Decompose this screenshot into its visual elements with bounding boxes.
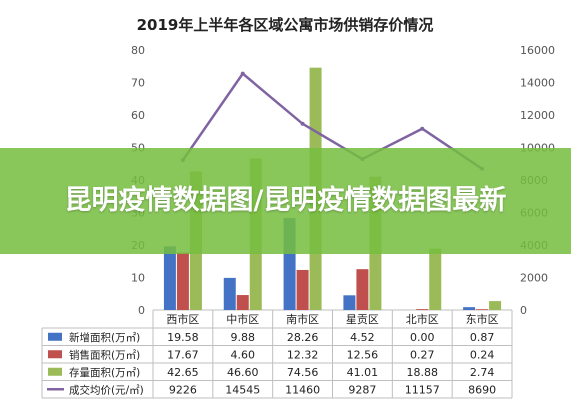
table-cell: 17.67 xyxy=(167,348,199,361)
y-right-tick-label: 0 xyxy=(520,304,527,317)
y-left-tick-label: 60 xyxy=(131,109,145,122)
price-line-path xyxy=(181,71,483,170)
legend-label: 销售面积(万㎡) xyxy=(69,348,140,361)
y-right-tick-label: 2000 xyxy=(520,272,548,285)
table-cell: 9.88 xyxy=(231,331,256,344)
table-cell: 0.00 xyxy=(410,331,435,344)
legend-label: 新增面积(万㎡) xyxy=(69,331,140,344)
bar-2 xyxy=(236,295,249,310)
legend-swatch xyxy=(48,350,62,359)
legend-swatch xyxy=(48,367,62,376)
bar-3 xyxy=(489,301,502,310)
y-right-tick-label: 14000 xyxy=(520,77,555,90)
x-tick-label: 中市区 xyxy=(226,312,259,326)
table-cell: 8690 xyxy=(468,383,496,396)
table-cell: 4.60 xyxy=(231,348,256,361)
chart-title: 2019年上半年各区域公寓市场供销存价情况 xyxy=(137,16,434,34)
table-cell: 11460 xyxy=(285,383,320,396)
table-cell: 9287 xyxy=(348,383,376,396)
legend-swatch xyxy=(48,332,62,341)
table-cell: 41.01 xyxy=(347,366,379,379)
bar-1 xyxy=(223,277,236,310)
price-point xyxy=(300,121,305,126)
bar-1 xyxy=(463,307,476,310)
bar-2 xyxy=(416,309,429,310)
x-tick-label: 西市区 xyxy=(166,312,199,326)
price-point xyxy=(420,126,425,131)
legend-label: 存量面积(万㎡) xyxy=(69,366,140,379)
legend-label: 成交均价(元/㎡) xyxy=(69,383,144,396)
table-cell: 2.74 xyxy=(470,366,495,379)
bar-2 xyxy=(476,309,489,310)
y-left-tick-label: 0 xyxy=(138,304,145,317)
bar-2 xyxy=(176,252,189,310)
banner-overlay: 昆明疫情数据图/昆明疫情数据图最新 xyxy=(0,148,571,254)
table-cell: 11157 xyxy=(405,383,440,396)
table-cell: 9226 xyxy=(169,383,197,396)
bar-1 xyxy=(343,295,356,310)
table-cell: 46.60 xyxy=(227,366,259,379)
table-cell: 0.87 xyxy=(470,331,495,344)
table-cell: 0.24 xyxy=(470,348,495,361)
bar-1 xyxy=(163,246,176,310)
price-point xyxy=(240,71,245,76)
y-right-tick-label: 12000 xyxy=(520,109,555,122)
y-left-tick-label: 10 xyxy=(131,272,145,285)
table-cell: 42.65 xyxy=(167,366,199,379)
table-cell: 18.88 xyxy=(407,366,439,379)
table-cell: 74.56 xyxy=(287,366,319,379)
x-tick-label: 北市区 xyxy=(406,312,439,326)
table-cell: 28.26 xyxy=(287,331,319,344)
table-cell: 0.27 xyxy=(410,348,435,361)
x-tick-label: 星贡区 xyxy=(346,313,379,326)
table-cell: 4.52 xyxy=(350,331,375,344)
table-cell: 12.56 xyxy=(347,348,379,361)
table-cell: 12.32 xyxy=(287,348,319,361)
x-tick-label: 东市区 xyxy=(466,312,499,326)
table-cell: 19.58 xyxy=(167,331,199,344)
table-cell: 14545 xyxy=(225,383,260,396)
y-left-tick-label: 70 xyxy=(131,77,145,90)
x-tick-label: 南市区 xyxy=(286,312,319,326)
banner-title: 昆明疫情数据图/昆明疫情数据图最新 xyxy=(64,185,507,216)
bar-3 xyxy=(429,248,442,310)
y-right-tick-label: 16000 xyxy=(520,44,555,57)
bar-2 xyxy=(296,269,309,310)
y-left-tick-label: 80 xyxy=(131,44,145,57)
bar-2 xyxy=(356,269,369,310)
